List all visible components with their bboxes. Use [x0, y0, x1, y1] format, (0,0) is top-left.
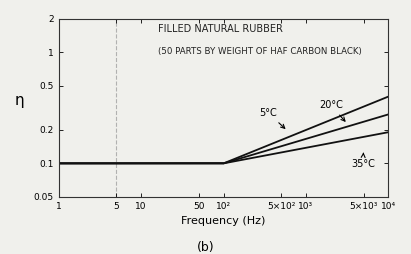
X-axis label: Frequency (Hz): Frequency (Hz) [181, 216, 266, 226]
Text: 5°C: 5°C [259, 108, 285, 128]
Text: 20°C: 20°C [319, 100, 345, 121]
Y-axis label: η: η [15, 93, 25, 108]
Text: FILLED NATURAL RUBBER: FILLED NATURAL RUBBER [157, 24, 282, 34]
Text: (b): (b) [197, 241, 214, 254]
Text: (50 PARTS BY WEIGHT OF HAF CARBON BLACK): (50 PARTS BY WEIGHT OF HAF CARBON BLACK) [157, 47, 361, 56]
Text: 35°C: 35°C [351, 153, 375, 169]
